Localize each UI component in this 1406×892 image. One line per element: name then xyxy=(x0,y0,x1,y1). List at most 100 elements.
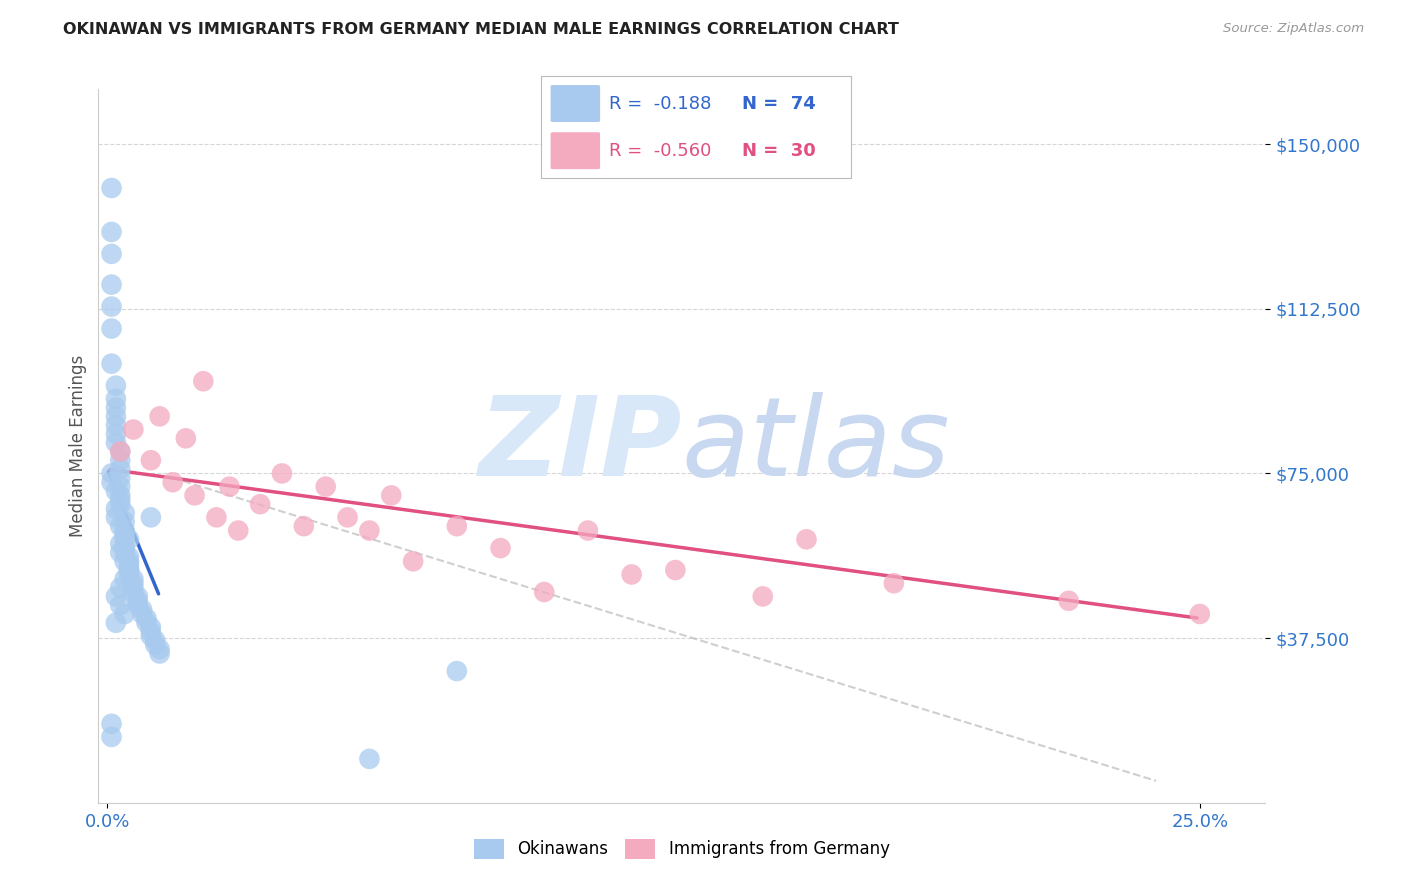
Point xyxy=(446,664,468,678)
Point xyxy=(114,607,136,621)
Point xyxy=(110,598,132,612)
Point xyxy=(118,563,141,577)
Point xyxy=(100,225,122,239)
Point xyxy=(122,572,145,586)
Point xyxy=(139,629,162,643)
Point xyxy=(114,506,136,520)
Point xyxy=(104,378,127,392)
Point xyxy=(118,533,141,547)
Text: atlas: atlas xyxy=(682,392,950,500)
Text: N =  30: N = 30 xyxy=(742,142,815,160)
FancyBboxPatch shape xyxy=(551,85,600,122)
FancyBboxPatch shape xyxy=(551,132,600,169)
Point xyxy=(114,541,136,555)
Point xyxy=(336,510,359,524)
Point xyxy=(1188,607,1211,621)
Point xyxy=(127,590,149,604)
Point xyxy=(100,467,122,481)
Point xyxy=(110,545,132,559)
Point xyxy=(489,541,512,555)
Point xyxy=(131,602,153,616)
Point xyxy=(174,431,197,445)
Point xyxy=(100,357,122,371)
Point xyxy=(883,576,905,591)
Point xyxy=(149,409,172,424)
Point xyxy=(271,467,294,481)
Point xyxy=(110,488,132,502)
Point xyxy=(143,638,166,652)
Point xyxy=(104,409,127,424)
Point xyxy=(114,545,136,559)
Point xyxy=(193,374,215,388)
Point xyxy=(114,554,136,568)
Point xyxy=(100,247,122,261)
Point xyxy=(104,501,127,516)
Text: ZIP: ZIP xyxy=(478,392,682,500)
Point xyxy=(122,423,145,437)
Point xyxy=(139,620,162,634)
Point xyxy=(118,563,141,577)
Point xyxy=(100,300,122,314)
Point xyxy=(114,533,136,547)
Point xyxy=(796,533,818,547)
Text: R =  -0.560: R = -0.560 xyxy=(609,142,711,160)
Point xyxy=(292,519,315,533)
Text: Source: ZipAtlas.com: Source: ZipAtlas.com xyxy=(1223,22,1364,36)
Point xyxy=(100,181,122,195)
Point xyxy=(249,497,271,511)
Point xyxy=(380,488,402,502)
Point xyxy=(446,519,468,533)
Point xyxy=(122,581,145,595)
Point xyxy=(118,558,141,573)
Point xyxy=(664,563,686,577)
Point xyxy=(100,277,122,292)
Point xyxy=(118,567,141,582)
Point xyxy=(110,480,132,494)
Point xyxy=(104,426,127,441)
Point xyxy=(114,572,136,586)
Point xyxy=(205,510,228,524)
Point xyxy=(139,453,162,467)
Point xyxy=(139,510,162,524)
Point xyxy=(752,590,775,604)
Point xyxy=(620,567,643,582)
Point xyxy=(149,647,172,661)
Point xyxy=(183,488,205,502)
Point xyxy=(104,615,127,630)
Point xyxy=(100,730,122,744)
Point xyxy=(135,611,157,625)
Point xyxy=(114,515,136,529)
Text: R =  -0.188: R = -0.188 xyxy=(609,95,711,112)
Point xyxy=(359,524,381,538)
Point xyxy=(149,642,172,657)
Point xyxy=(402,554,425,568)
Point xyxy=(100,321,122,335)
Point xyxy=(139,624,162,639)
Text: N =  74: N = 74 xyxy=(742,95,815,112)
Point xyxy=(118,549,141,564)
Point xyxy=(143,633,166,648)
Point xyxy=(118,554,141,568)
Point xyxy=(533,585,555,599)
Point xyxy=(100,716,122,731)
Point xyxy=(135,615,157,630)
Point xyxy=(127,594,149,608)
Point xyxy=(114,528,136,542)
Point xyxy=(110,471,132,485)
Legend: Okinawans, Immigrants from Germany: Okinawans, Immigrants from Germany xyxy=(468,832,896,866)
Point xyxy=(110,581,132,595)
Point xyxy=(122,585,145,599)
Point xyxy=(359,752,381,766)
Point xyxy=(104,510,127,524)
Point xyxy=(110,497,132,511)
Point xyxy=(104,435,127,450)
Point xyxy=(114,524,136,538)
Point xyxy=(127,598,149,612)
Text: OKINAWAN VS IMMIGRANTS FROM GERMANY MEDIAN MALE EARNINGS CORRELATION CHART: OKINAWAN VS IMMIGRANTS FROM GERMANY MEDI… xyxy=(63,22,900,37)
Point xyxy=(110,537,132,551)
Point xyxy=(110,492,132,507)
Point xyxy=(104,483,127,498)
Point xyxy=(218,480,240,494)
Point xyxy=(110,444,132,458)
Point xyxy=(110,453,132,467)
